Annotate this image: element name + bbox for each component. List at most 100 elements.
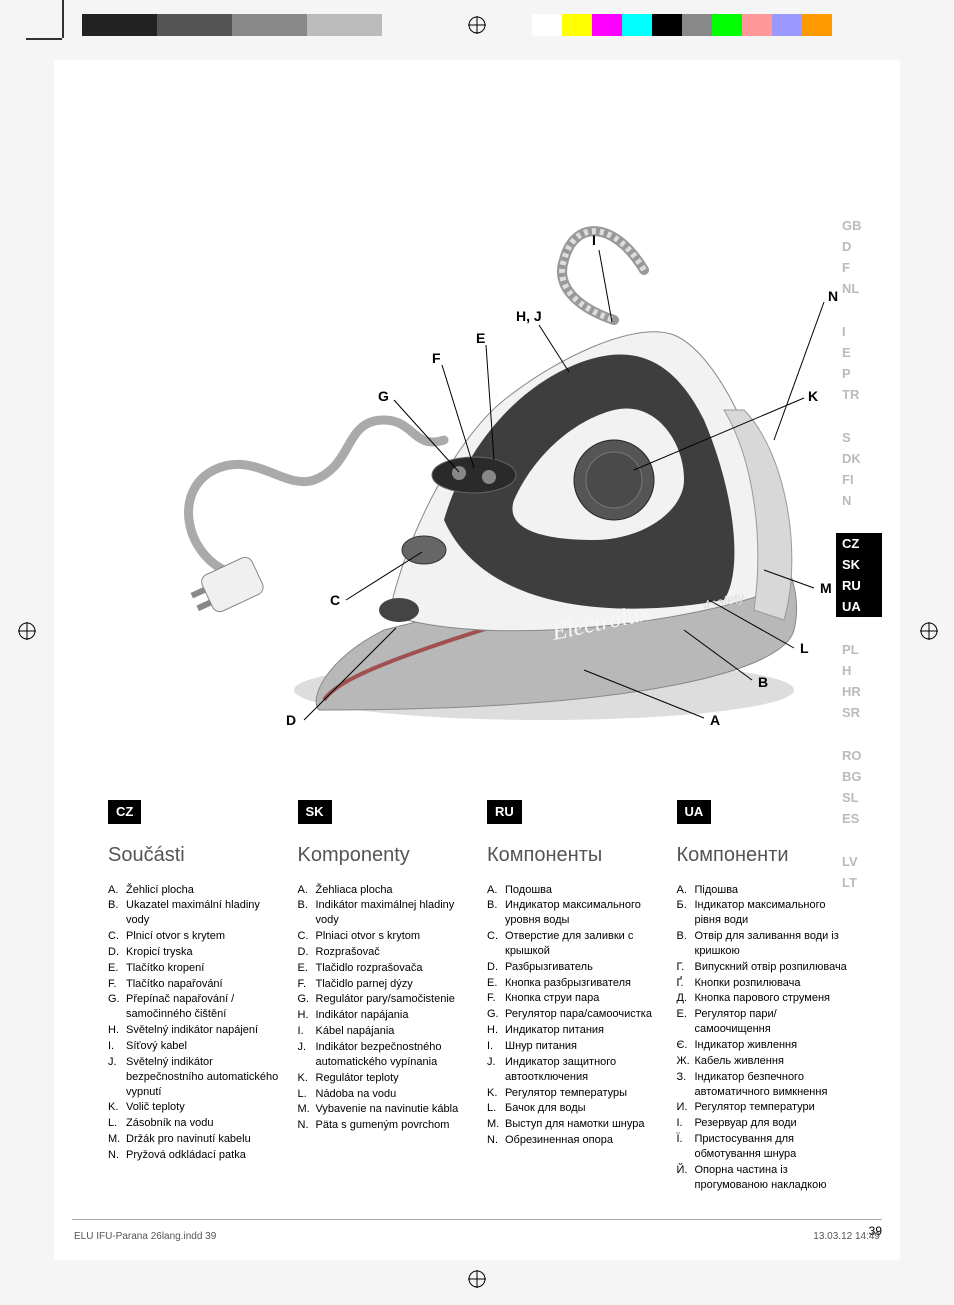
list-item: C.Plnicí otvor s krytem: [108, 929, 280, 944]
item-text: Nádoba na vodu: [316, 1087, 397, 1102]
item-letter: B.: [298, 898, 316, 928]
iron-diagram: Electrolux 4safety I H, J E F G C D A B …: [144, 190, 844, 750]
item-text: Päta s gumeným povrchom: [316, 1118, 450, 1133]
item-text: Pryžová odkládací patka: [126, 1148, 246, 1163]
list-item: B.Индикатор максимального уровня воды: [487, 898, 659, 928]
item-text: Резервуар для води: [695, 1116, 797, 1131]
list-item: J.Světelný indikátor bezpečnostního auto…: [108, 1055, 280, 1100]
callout-M: M: [820, 580, 832, 596]
item-letter: З.: [677, 1070, 695, 1100]
item-text: Tlačidlo parnej dýzy: [316, 977, 413, 992]
item-text: Kábel napájania: [316, 1024, 395, 1039]
list-item: G.Регулятор пара/самоочистка: [487, 1007, 659, 1022]
list-item: G.Regulátor pary/samočistenie: [298, 992, 470, 1007]
item-text: Бачок для воды: [505, 1101, 586, 1116]
item-letter: A.: [677, 883, 695, 898]
item-letter: Ґ.: [677, 976, 695, 991]
item-letter: J.: [108, 1055, 126, 1100]
item-text: Žehliaca plocha: [316, 883, 393, 898]
item-text: Опорна частина із прогумованою накладкою: [695, 1163, 849, 1193]
list-item: B.Ukazatel maximální hladiny vody: [108, 898, 280, 928]
item-text: Plnicí otvor s krytem: [126, 929, 225, 944]
footer-divider: [72, 1219, 882, 1220]
list-item: Ж.Кабель живлення: [677, 1054, 849, 1069]
item-text: Обрезиненная опора: [505, 1133, 613, 1148]
item-text: Tlačítko kropení: [126, 961, 204, 976]
item-letter: J.: [298, 1040, 316, 1070]
item-text: Volič teploty: [126, 1100, 185, 1115]
column-badge: UA: [677, 800, 712, 824]
item-letter: Д.: [677, 991, 695, 1006]
registration-mark-top: [468, 16, 486, 34]
grayscale-calibration-bar: [82, 14, 382, 36]
lang-group: IEPTR: [836, 321, 882, 405]
item-text: Индикатор питания: [505, 1023, 604, 1038]
item-letter: G.: [487, 1007, 505, 1022]
list-item: N.Pryžová odkládací patka: [108, 1148, 280, 1163]
item-text: Tlačidlo rozprašovača: [316, 961, 423, 976]
list-item: F.Tlačidlo parnej dýzy: [298, 977, 470, 992]
item-letter: D.: [108, 945, 126, 960]
list-item: Є.Індикатор живлення: [677, 1038, 849, 1053]
item-text: Выступ для намотки шнура: [505, 1117, 644, 1132]
item-letter: M.: [108, 1132, 126, 1147]
item-text: Tlačítko napařování: [126, 977, 223, 992]
item-letter: J.: [487, 1055, 505, 1085]
registration-mark-left: [18, 622, 36, 640]
item-text: Підошва: [695, 883, 739, 898]
item-letter: B.: [487, 898, 505, 928]
item-letter: І.: [677, 1116, 695, 1131]
column-badge: CZ: [108, 800, 141, 824]
page-content: Electrolux 4safety I H, J E F G C D A B …: [54, 60, 900, 1260]
lang-group: PLHHRSR: [836, 639, 882, 723]
list-item: І.Резервуар для води: [677, 1116, 849, 1131]
item-text: Випускний отвір розпилювача: [695, 960, 847, 975]
list-item: J.Индикатор защитного автоотключения: [487, 1055, 659, 1085]
item-letter: C.: [487, 929, 505, 959]
item-letter: G.: [108, 992, 126, 1022]
item-text: Indikátor napájania: [316, 1008, 409, 1023]
list-item: Д.Кнопка парового струменя: [677, 991, 849, 1006]
item-letter: L.: [487, 1101, 505, 1116]
lang-item-i: I: [836, 321, 882, 342]
item-letter: D.: [487, 960, 505, 975]
item-letter: L.: [298, 1087, 316, 1102]
iron-illustration: Electrolux 4safety: [144, 190, 844, 750]
item-letter: G.: [298, 992, 316, 1007]
callout-B: B: [758, 674, 768, 690]
item-text: Světelný indikátor bezpečnostního automa…: [126, 1055, 280, 1100]
item-letter: H.: [298, 1008, 316, 1023]
item-letter: N.: [298, 1118, 316, 1133]
lang-item-ua: UA: [836, 596, 882, 617]
item-letter: И.: [677, 1100, 695, 1115]
list-item: J.Indikátor bezpečnostného automatického…: [298, 1040, 470, 1070]
list-item: I.Шнур питания: [487, 1039, 659, 1054]
item-text: Індикатор безпечного автоматичного вимкн…: [695, 1070, 849, 1100]
item-letter: M.: [487, 1117, 505, 1132]
callout-C: C: [330, 592, 340, 608]
column-cz: CZSoučástiA.Žehlicí plochaB.Ukazatel max…: [108, 800, 280, 1193]
column-sk: SKKomponentyA.Žehliaca plochaB.Indikátor…: [298, 800, 470, 1193]
item-text: Отвір для заливання води із кришкою: [695, 929, 849, 959]
lang-item-s: S: [836, 427, 882, 448]
item-letter: A.: [487, 883, 505, 898]
item-text: Регулятор пара/самоочистка: [505, 1007, 652, 1022]
component-list: A.ПодошваB.Индикатор максимального уровн…: [487, 883, 659, 1148]
list-item: F.Tlačítko napařování: [108, 977, 280, 992]
item-text: Zásobník na vodu: [126, 1116, 213, 1131]
item-letter: N.: [108, 1148, 126, 1163]
callout-L: L: [800, 640, 809, 656]
lang-item-sr: SR: [836, 702, 882, 723]
item-letter: I.: [108, 1039, 126, 1054]
list-item: I.Kábel napájania: [298, 1024, 470, 1039]
list-item: D.Разбрызгиватель: [487, 960, 659, 975]
component-list: A.Žehliaca plochaB.Indikátor maximálnej …: [298, 883, 470, 1134]
list-item: В.Отвір для заливання води із кришкою: [677, 929, 849, 959]
item-letter: D.: [298, 945, 316, 960]
list-item: Е.Регулятор пари/самоочищення: [677, 1007, 849, 1037]
item-letter: E.: [108, 961, 126, 976]
list-item: E.Tlačidlo rozprašovača: [298, 961, 470, 976]
callout-D: D: [286, 712, 296, 728]
item-text: Indikátor bezpečnostného automatického v…: [316, 1040, 470, 1070]
list-item: D.Kropicí tryska: [108, 945, 280, 960]
